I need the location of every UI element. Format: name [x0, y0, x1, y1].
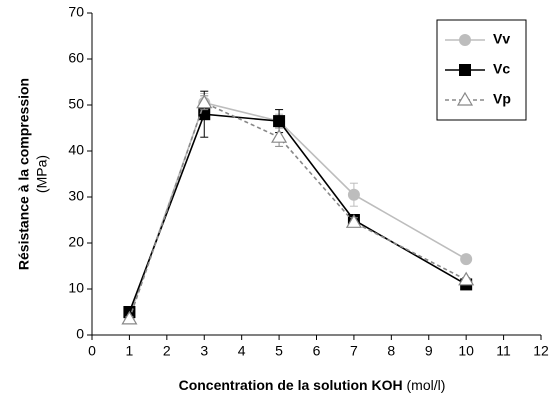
x-axis-label: Concentration de la solution KOH (mol/l) [179, 377, 446, 393]
y-tick-label: 70 [68, 4, 84, 20]
legend-label: Vc [493, 61, 510, 77]
x-tick-label: 5 [275, 343, 283, 359]
x-tick-label: 7 [350, 343, 358, 359]
y-tick-label: 10 [68, 280, 84, 296]
y-tick-label: 60 [68, 50, 84, 66]
x-tick-label: 12 [533, 343, 549, 359]
marker [121, 310, 138, 325]
marker [345, 214, 362, 228]
y-axis-label: Résistance à la compression [16, 78, 32, 270]
y-tick-label: 20 [68, 234, 84, 250]
marker [271, 129, 288, 143]
x-tick-label: 9 [425, 343, 433, 359]
y-tick-label: 40 [68, 142, 84, 158]
x-tick-label: 2 [163, 343, 171, 359]
x-tick-label: 4 [238, 343, 246, 359]
x-tick-label: 11 [496, 343, 511, 359]
marker [456, 91, 474, 106]
x-axis-label-text: Concentration de la solution KOH [179, 377, 403, 393]
legend-label: Vv [493, 31, 510, 47]
x-tick-label: 0 [88, 343, 96, 359]
x-tick-label: 10 [458, 343, 474, 359]
marker [460, 253, 473, 266]
x-tick-label: 3 [200, 343, 208, 359]
x-tick-label: 6 [313, 343, 321, 359]
series-line [128, 101, 467, 317]
marker [459, 64, 471, 76]
marker [273, 115, 286, 128]
marker [458, 271, 475, 286]
y-tick-label: 0 [76, 326, 84, 342]
y-axis-unit: (MPa) [34, 155, 50, 193]
y-tick-label: 50 [68, 96, 84, 112]
y-tick-label: 30 [68, 188, 84, 204]
x-tick-label: 8 [387, 343, 395, 359]
x-axis-unit: (mol/l) [407, 377, 446, 393]
x-tick-label: 1 [126, 343, 134, 359]
marker [347, 188, 360, 201]
series-line [128, 113, 467, 313]
marker [459, 34, 471, 46]
marker [196, 94, 213, 109]
series-line [128, 101, 467, 320]
legend-label: Vp [493, 91, 511, 107]
